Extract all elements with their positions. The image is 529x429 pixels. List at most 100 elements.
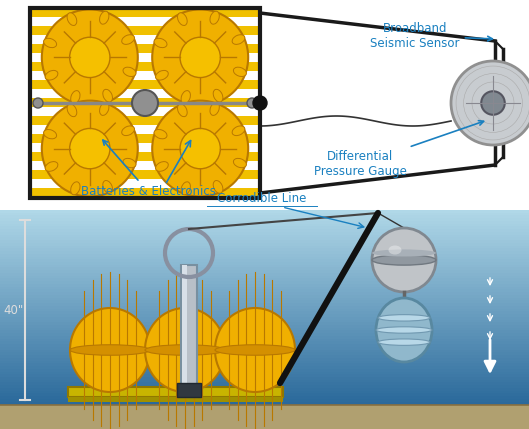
Bar bbox=[0, 281, 529, 285]
Bar bbox=[68, 387, 283, 397]
Bar bbox=[0, 308, 529, 312]
Circle shape bbox=[247, 98, 257, 108]
Bar bbox=[0, 405, 529, 429]
Ellipse shape bbox=[154, 38, 167, 48]
Bar bbox=[0, 418, 529, 422]
Bar bbox=[30, 17, 260, 26]
Bar bbox=[0, 257, 529, 260]
Bar bbox=[0, 426, 529, 429]
Bar bbox=[30, 161, 260, 170]
Bar bbox=[181, 265, 197, 397]
Ellipse shape bbox=[215, 308, 295, 392]
Circle shape bbox=[152, 100, 248, 196]
Circle shape bbox=[70, 128, 110, 169]
Bar bbox=[0, 358, 529, 362]
Bar bbox=[0, 396, 529, 400]
Bar bbox=[0, 402, 529, 405]
Bar bbox=[0, 380, 529, 384]
Bar bbox=[0, 344, 529, 348]
Bar bbox=[0, 213, 529, 217]
Text: Differential
Pressure Gauge: Differential Pressure Gauge bbox=[314, 121, 484, 178]
Bar bbox=[0, 311, 529, 315]
Bar bbox=[0, 0, 529, 210]
Ellipse shape bbox=[181, 182, 190, 195]
Ellipse shape bbox=[181, 91, 190, 103]
Bar bbox=[177, 383, 201, 397]
Bar bbox=[0, 369, 529, 372]
Text: Corrodible Line: Corrodible Line bbox=[217, 192, 307, 205]
Bar bbox=[30, 35, 260, 44]
Bar bbox=[68, 397, 283, 402]
Bar bbox=[0, 224, 529, 227]
Bar bbox=[30, 152, 260, 161]
Text: Broadband
Seismic Sensor: Broadband Seismic Sensor bbox=[370, 22, 492, 50]
Circle shape bbox=[152, 9, 248, 106]
Bar bbox=[0, 399, 529, 403]
Ellipse shape bbox=[123, 158, 136, 168]
Bar bbox=[0, 245, 529, 249]
Circle shape bbox=[451, 61, 529, 145]
Bar bbox=[30, 179, 260, 188]
Bar bbox=[0, 268, 529, 271]
Bar bbox=[30, 80, 260, 89]
Bar bbox=[0, 355, 529, 359]
Bar bbox=[0, 251, 529, 255]
Bar bbox=[0, 322, 529, 326]
Ellipse shape bbox=[156, 162, 168, 171]
Bar bbox=[0, 218, 529, 222]
Bar bbox=[0, 292, 529, 296]
Circle shape bbox=[481, 91, 505, 115]
Ellipse shape bbox=[372, 249, 436, 257]
Ellipse shape bbox=[210, 103, 220, 115]
Bar bbox=[30, 62, 260, 71]
Bar bbox=[0, 377, 529, 381]
Ellipse shape bbox=[372, 255, 436, 265]
Bar bbox=[30, 188, 260, 197]
Ellipse shape bbox=[378, 314, 430, 321]
Ellipse shape bbox=[154, 130, 167, 139]
Bar bbox=[0, 215, 529, 219]
Ellipse shape bbox=[122, 35, 134, 44]
Bar bbox=[0, 248, 529, 252]
Bar bbox=[0, 372, 529, 375]
Ellipse shape bbox=[210, 11, 220, 24]
Bar bbox=[30, 8, 260, 17]
Bar bbox=[30, 26, 260, 35]
Ellipse shape bbox=[145, 345, 225, 355]
Bar bbox=[0, 383, 529, 386]
Bar bbox=[0, 421, 529, 425]
Ellipse shape bbox=[71, 182, 80, 195]
Bar bbox=[0, 393, 529, 397]
Bar bbox=[0, 410, 529, 414]
Bar bbox=[0, 341, 529, 345]
Bar bbox=[0, 232, 529, 236]
Ellipse shape bbox=[99, 103, 109, 115]
Bar bbox=[0, 237, 529, 241]
Bar bbox=[0, 352, 529, 356]
Ellipse shape bbox=[233, 67, 247, 76]
Ellipse shape bbox=[376, 298, 432, 362]
Bar bbox=[0, 366, 529, 370]
Bar bbox=[0, 300, 529, 304]
Bar bbox=[0, 278, 529, 282]
Ellipse shape bbox=[378, 339, 430, 345]
Bar bbox=[30, 197, 260, 198]
Ellipse shape bbox=[388, 245, 402, 254]
Circle shape bbox=[253, 96, 267, 110]
Circle shape bbox=[42, 9, 138, 106]
Ellipse shape bbox=[233, 158, 247, 168]
Bar bbox=[30, 116, 260, 125]
Bar bbox=[0, 262, 529, 266]
Bar bbox=[0, 391, 529, 394]
Ellipse shape bbox=[376, 327, 432, 333]
Bar bbox=[30, 143, 260, 152]
Bar bbox=[0, 295, 529, 299]
FancyArrowPatch shape bbox=[485, 340, 495, 371]
Bar bbox=[0, 240, 529, 244]
Bar bbox=[0, 210, 529, 214]
Bar bbox=[30, 8, 260, 198]
Ellipse shape bbox=[145, 308, 225, 392]
Bar bbox=[0, 336, 529, 340]
Bar bbox=[30, 71, 260, 80]
Bar bbox=[0, 423, 529, 427]
